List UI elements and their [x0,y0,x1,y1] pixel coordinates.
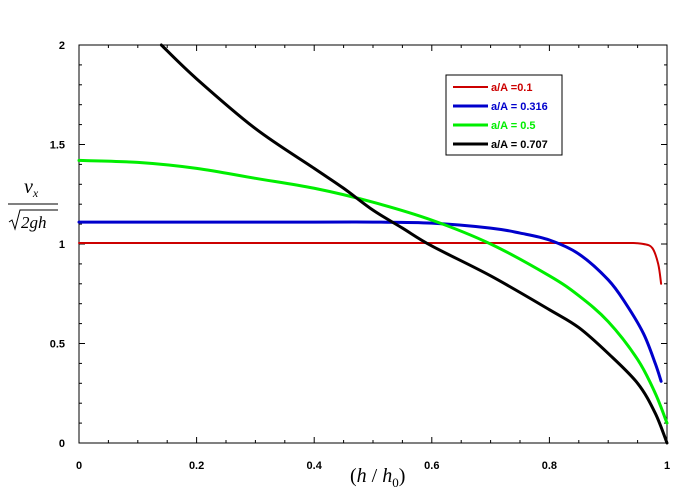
y-label-numerator: vx [24,176,39,200]
legend: a/A =0.1 a/A = 0.316 a/A = 0.5 a/A = 0.707 [445,74,563,156]
series-line-4 [159,43,669,445]
data-series [77,43,669,445]
legend-label-4: a/A = 0.707 [491,139,548,151]
x-tick-label: 0.4 [307,460,323,472]
legend-label-1: a/A =0.1 [491,82,532,94]
y-tick-label: 0.5 [50,339,65,351]
y-label-denominator: 2gh [21,213,47,232]
y-tick-label: 0 [59,438,65,450]
axis-ticks [78,44,668,444]
sqrt-symbol [8,209,58,231]
x-tick-label: 0.6 [424,460,439,472]
y-tick-label: 1 [59,239,65,251]
x-axis-label: (h / h0) [350,465,405,490]
x-tick-label: 0.2 [189,460,204,472]
y-tick-label: 1.5 [50,140,65,152]
y-tick-labels: 0 0.5 1 1.5 2 [50,40,65,450]
x-tick-label: 0 [76,460,82,472]
y-tick-label: 2 [59,40,65,52]
x-tick-label: 1 [664,460,670,472]
legend-label-2: a/A = 0.316 [491,101,548,113]
series-line-1 [78,241,663,285]
x-tick-labels: 0 0.2 0.4 0.6 0.8 1 [76,460,670,472]
legend-box [445,74,563,156]
series-line-3 [77,158,669,425]
legend-label-3: a/A = 0.5 [491,120,536,132]
y-axis-label: vx 2gh [8,176,58,232]
x-tick-label: 0.8 [542,460,557,472]
series-line-2 [77,220,663,383]
